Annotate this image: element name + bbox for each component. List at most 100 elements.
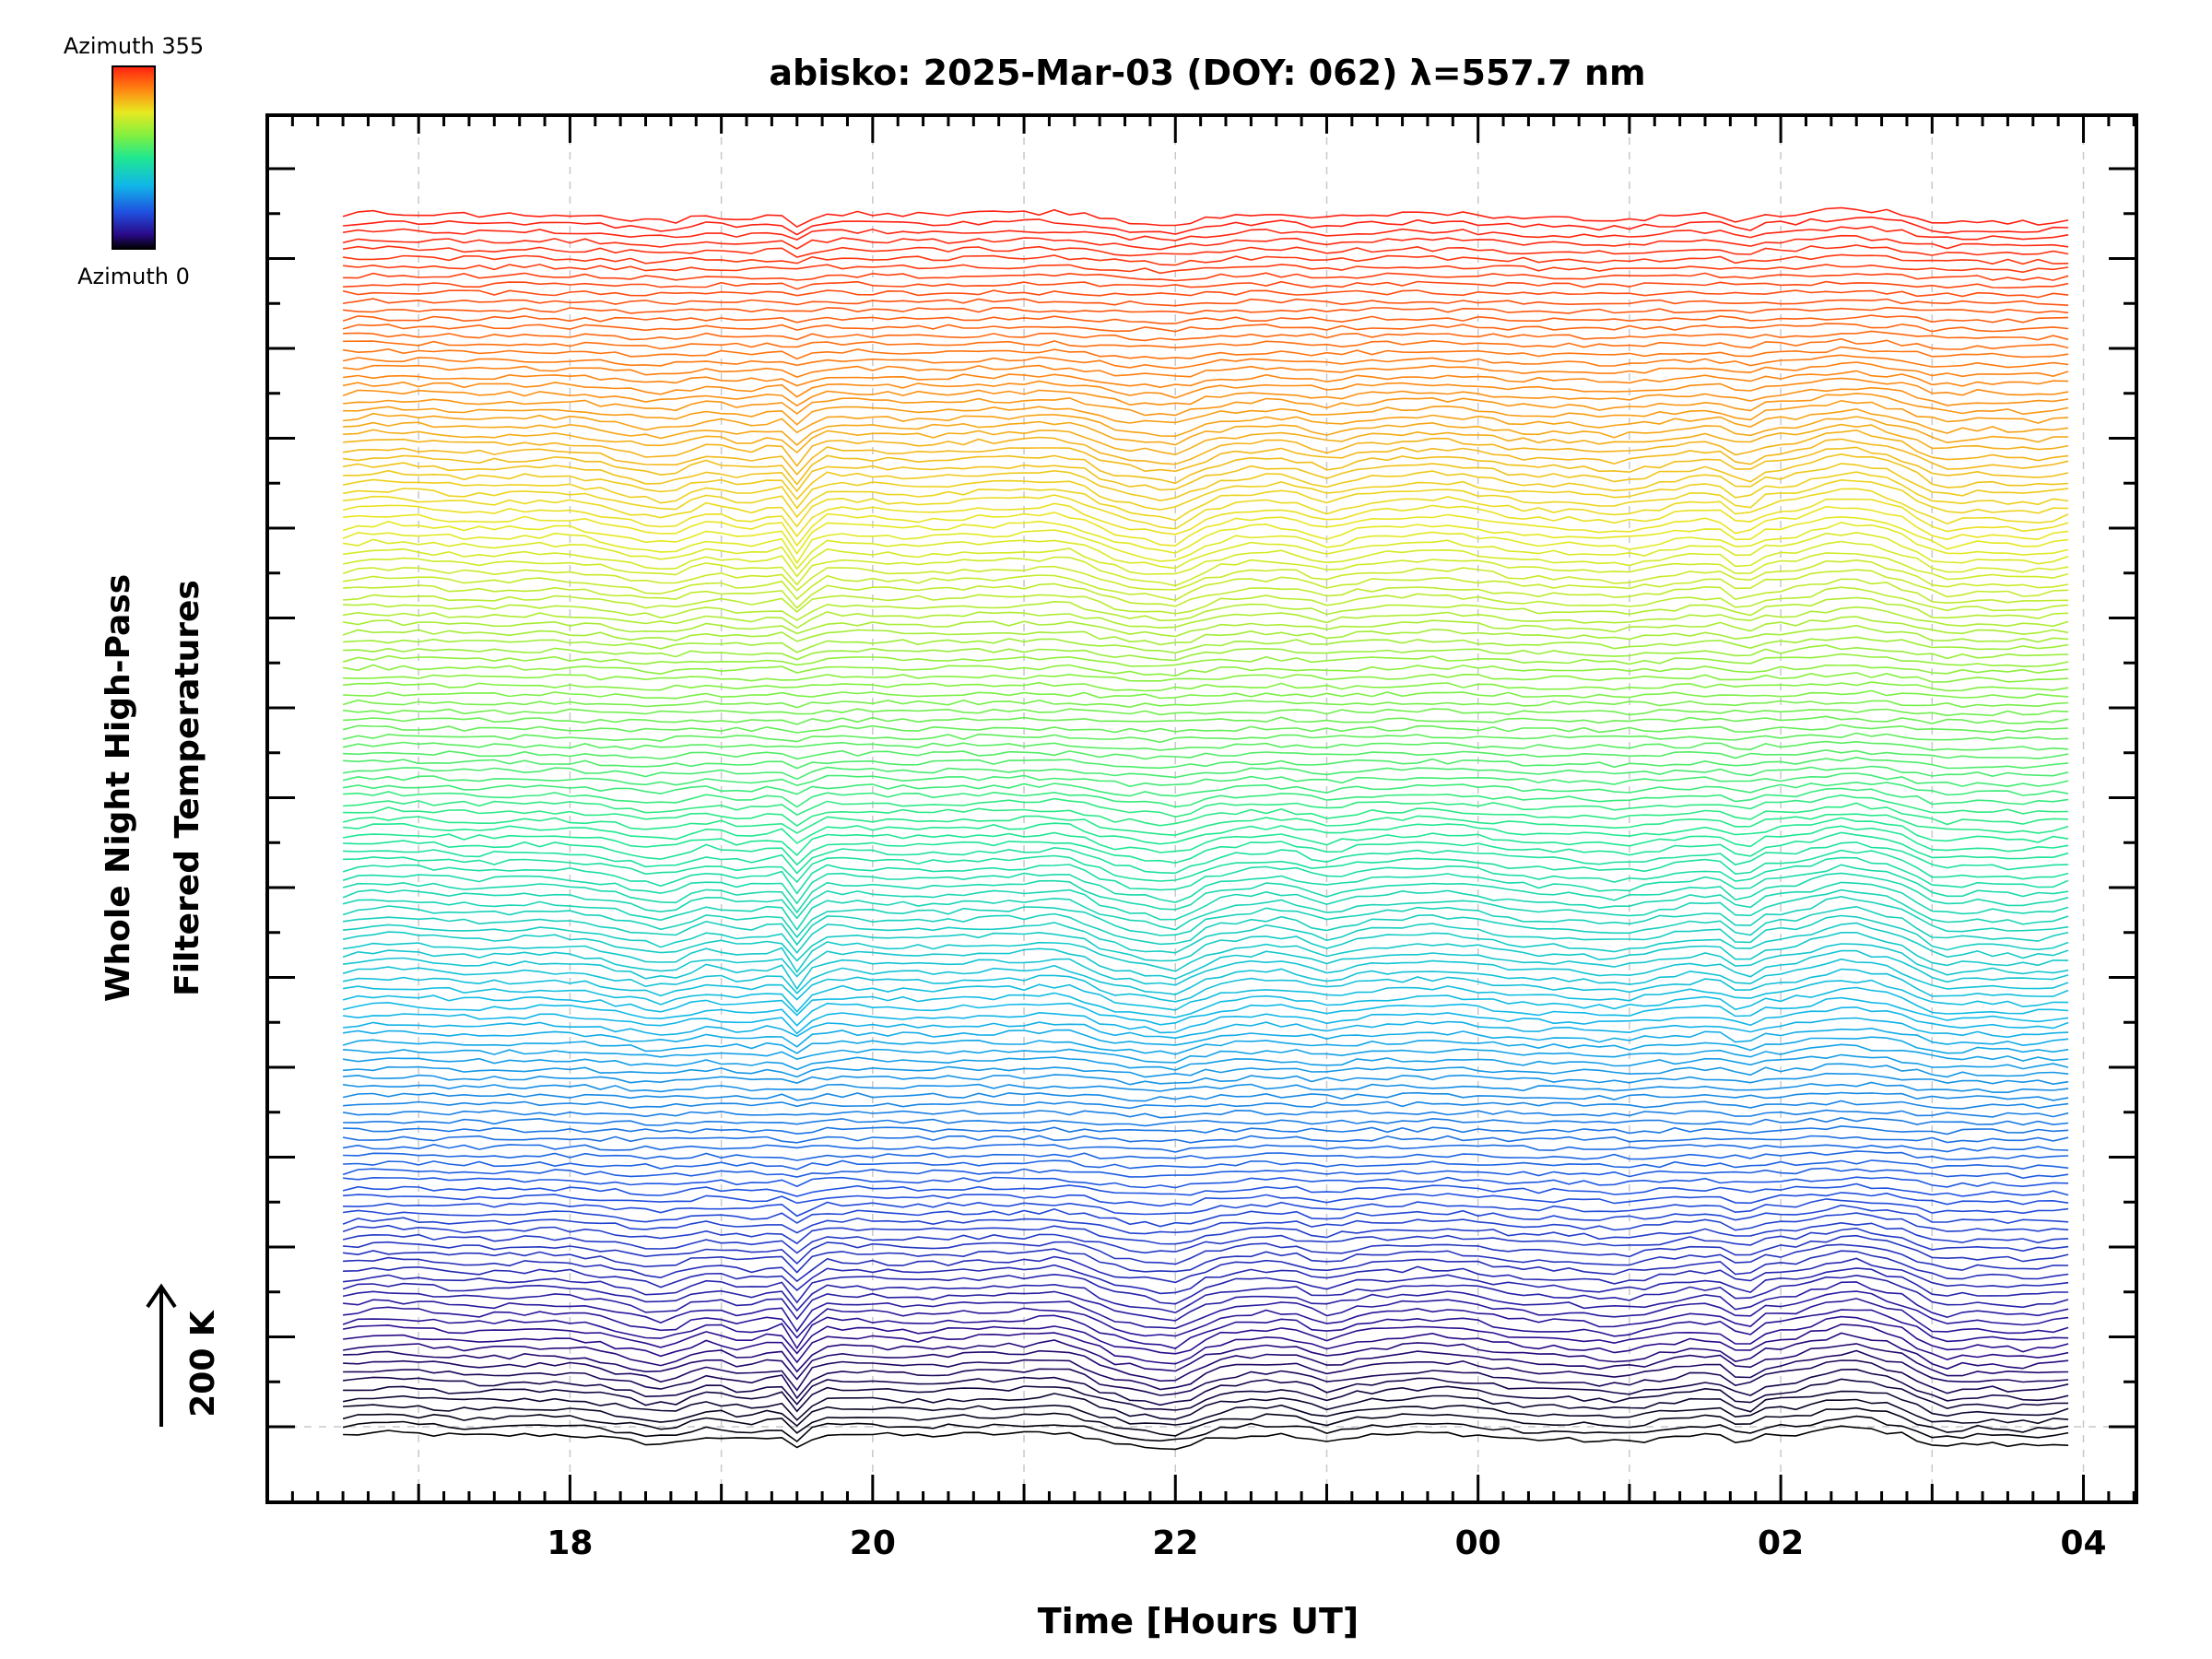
series-line <box>343 1398 2069 1428</box>
series-line <box>342 377 2069 399</box>
series-line <box>343 488 2069 530</box>
series-line <box>343 429 2069 467</box>
series-line <box>343 505 2069 547</box>
series-line <box>343 1150 2069 1161</box>
series-line <box>342 1027 2069 1048</box>
series-line <box>342 1006 2069 1035</box>
x-axis-label: Time [Hours UT] <box>1038 1601 1359 1641</box>
series-line <box>342 244 2069 258</box>
y-axis-label-line2: Filtered Temperatures <box>169 580 206 996</box>
series-line <box>342 1227 2069 1254</box>
series-line <box>343 586 2069 615</box>
series-line <box>342 765 2069 781</box>
axes <box>265 113 2138 1504</box>
series-line <box>342 932 2069 974</box>
x-tick-label: 04 <box>2060 1524 2106 1562</box>
series-line <box>343 949 2069 991</box>
series-line <box>343 1298 2069 1339</box>
series-line <box>343 636 2069 654</box>
series-line <box>343 1176 2069 1189</box>
series-line <box>342 1415 2069 1443</box>
series-line <box>342 1091 2069 1102</box>
series-line <box>342 569 2069 601</box>
series-line <box>342 986 2069 1018</box>
series-line <box>342 498 2069 537</box>
scale-arrow <box>146 1283 177 1427</box>
series-line <box>343 681 2069 692</box>
series-line <box>343 337 2069 350</box>
series-line <box>343 1349 2069 1392</box>
x-tick-labels: 18 20 22 00 02 04 <box>547 1524 2106 1562</box>
series-line <box>342 1109 2069 1119</box>
series-line <box>342 386 2069 407</box>
plot-frame <box>265 113 2138 1504</box>
series-line <box>343 216 2069 236</box>
series-line <box>342 552 2069 587</box>
x-tick-label: 02 <box>1758 1524 1804 1562</box>
series-line <box>342 616 2069 638</box>
series-line <box>342 979 2069 1013</box>
series-line <box>343 446 2069 486</box>
series-line <box>343 841 2069 875</box>
series-line <box>342 958 2069 995</box>
series-line <box>342 1204 2069 1228</box>
series-line <box>342 298 2069 307</box>
x-tick-label: 20 <box>850 1524 896 1562</box>
series-line <box>342 1182 2069 1197</box>
series-line <box>342 772 2069 788</box>
series-line <box>342 813 2069 837</box>
series-line <box>342 740 2069 751</box>
series-line <box>343 715 2069 725</box>
series-line <box>343 423 2069 456</box>
series-line <box>342 1036 2069 1055</box>
series-line <box>342 872 2069 914</box>
series-line <box>343 280 2069 290</box>
series-line <box>343 330 2069 342</box>
series-line <box>343 1017 2069 1040</box>
series-line <box>343 849 2069 884</box>
series-line <box>342 1053 2069 1071</box>
series-line <box>343 1359 2069 1400</box>
x-tick-label: 00 <box>1455 1524 1501 1562</box>
series-line <box>342 559 2069 592</box>
series-line <box>342 346 2069 360</box>
series-line <box>343 393 2069 417</box>
series-line <box>342 521 2069 565</box>
series-line <box>343 416 2069 446</box>
series-line <box>343 1425 2069 1451</box>
series-line <box>342 724 2069 734</box>
series-line <box>343 689 2069 700</box>
series-line <box>342 922 2069 962</box>
series-line <box>343 1063 2069 1078</box>
series-line <box>342 478 2069 522</box>
series-line <box>342 354 2069 370</box>
series-line <box>342 699 2069 709</box>
series-line <box>342 708 2069 717</box>
series-line <box>342 323 2069 333</box>
series-line <box>342 1081 2069 1094</box>
series-line <box>342 225 2069 241</box>
series-line <box>343 361 2069 378</box>
series-line <box>343 370 2069 389</box>
series-line <box>342 438 2069 477</box>
series-line <box>342 1167 2069 1180</box>
series-line <box>343 1043 2069 1064</box>
series-line <box>342 895 2069 939</box>
series-line <box>342 653 2069 667</box>
series-line <box>343 399 2069 426</box>
series-line <box>343 1267 2069 1305</box>
series-line <box>342 1332 2069 1373</box>
series-line <box>343 1072 2069 1086</box>
series-line <box>342 606 2069 629</box>
series-line <box>342 1221 2069 1245</box>
series-line <box>342 314 2069 324</box>
series-line <box>343 596 2069 622</box>
scale-label: 200 K <box>184 1310 222 1418</box>
series-line <box>342 540 2069 578</box>
series-line <box>342 1135 2069 1144</box>
series-group <box>342 206 2069 1451</box>
series-line <box>342 1315 2069 1355</box>
series-line <box>342 531 2069 571</box>
series-line <box>342 996 2069 1027</box>
